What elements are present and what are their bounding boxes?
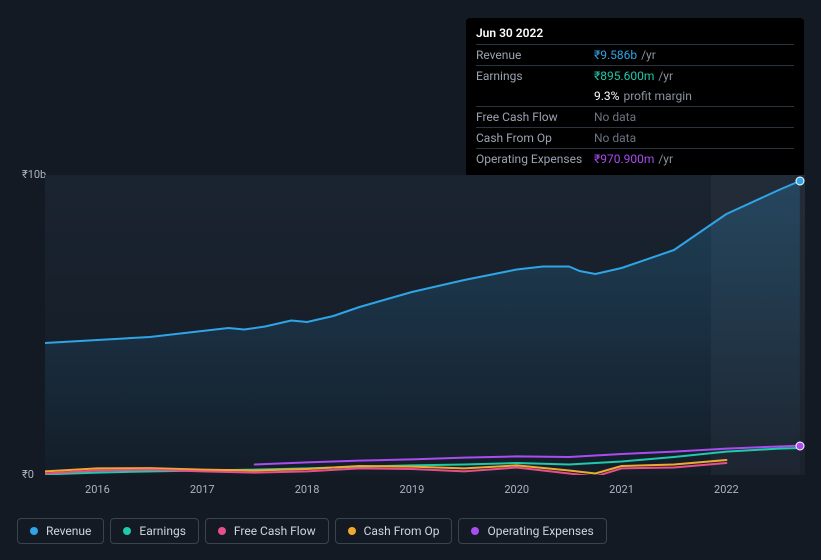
- tooltip-row-value: No data: [594, 131, 636, 145]
- x-axis-label: 2019: [400, 483, 425, 496]
- legend-item[interactable]: Revenue: [17, 518, 104, 544]
- tooltip-row: 9.3%profit margin: [476, 86, 794, 106]
- x-axis-label: 2020: [504, 483, 529, 496]
- chart-svg: [45, 175, 805, 475]
- y-axis-label: ₹0: [22, 468, 34, 481]
- x-axis-label: 2017: [190, 483, 215, 496]
- tooltip-row-label: Operating Expenses: [476, 152, 594, 166]
- tooltip-row-label: [476, 89, 594, 103]
- legend-label: Free Cash Flow: [234, 524, 316, 538]
- legend-item[interactable]: Free Cash Flow: [205, 518, 329, 544]
- legend-label: Operating Expenses: [487, 524, 593, 538]
- tooltip-row-label: Free Cash Flow: [476, 110, 594, 124]
- x-axis-label: 2018: [295, 483, 320, 496]
- legend: Revenue Earnings Free Cash Flow Cash From O…: [17, 518, 607, 544]
- tooltip-row-label: Cash From Op: [476, 131, 594, 145]
- legend-label: Cash From Op: [364, 524, 440, 538]
- data-tooltip: Jun 30 2022 Revenue₹9.586b/yrEarnings₹89…: [466, 18, 804, 177]
- legend-label: Revenue: [46, 524, 91, 538]
- tooltip-row-value: No data: [594, 110, 636, 124]
- tooltip-row: Free Cash FlowNo data: [476, 106, 794, 127]
- legend-swatch: [123, 527, 131, 535]
- legend-item[interactable]: Operating Expenses: [458, 518, 606, 544]
- tooltip-rows: Revenue₹9.586b/yrEarnings₹895.600m/yr9.3…: [476, 44, 794, 169]
- tooltip-row: Cash From OpNo data: [476, 127, 794, 148]
- tooltip-row: Revenue₹9.586b/yr: [476, 44, 794, 65]
- tooltip-row-label: Revenue: [476, 48, 594, 62]
- tooltip-row-value: ₹9.586b/yr: [594, 48, 656, 62]
- tooltip-row-value: ₹970.900m/yr: [594, 152, 673, 166]
- legend-swatch: [348, 527, 356, 535]
- tooltip-row: Earnings₹895.600m/yr: [476, 65, 794, 86]
- tooltip-row-label: Earnings: [476, 69, 594, 83]
- tooltip-row: Operating Expenses₹970.900m/yr: [476, 148, 794, 169]
- legend-swatch: [30, 527, 38, 535]
- series-marker: [795, 441, 804, 450]
- legend-item[interactable]: Cash From Op: [335, 518, 453, 544]
- x-axis-label: 2016: [85, 483, 110, 496]
- tooltip-row-value: ₹895.600m/yr: [594, 69, 673, 83]
- x-axis-label: 2021: [609, 483, 634, 496]
- y-axis-label: ₹10b: [22, 168, 46, 181]
- chart-area[interactable]: [45, 175, 805, 475]
- x-axis-label: 2022: [714, 483, 739, 496]
- legend-label: Earnings: [139, 524, 186, 538]
- legend-swatch: [471, 527, 479, 535]
- legend-item[interactable]: Earnings: [110, 518, 199, 544]
- series-marker: [795, 177, 804, 186]
- tooltip-row-value: 9.3%profit margin: [594, 89, 692, 103]
- legend-swatch: [218, 527, 226, 535]
- tooltip-date: Jun 30 2022: [476, 26, 794, 44]
